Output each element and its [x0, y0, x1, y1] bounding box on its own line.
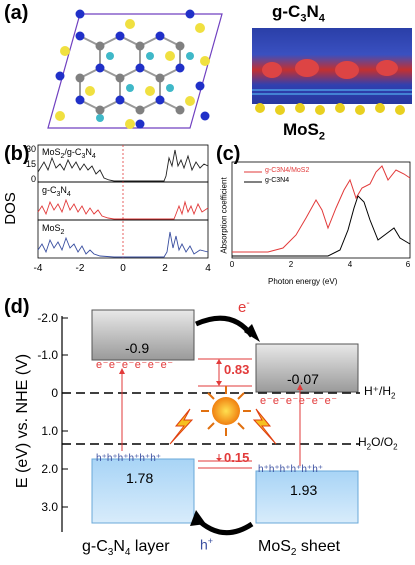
- dos-xtick: -4: [34, 263, 43, 274]
- absorption-curve-heterostructure: [232, 165, 411, 253]
- mos2-cb-value: -0.07: [287, 371, 319, 387]
- dos-xtick: 2: [162, 263, 168, 274]
- panel-b-label: (b): [4, 143, 30, 165]
- band-ytick: -2.0: [37, 311, 58, 325]
- band-alignment-diagram: -2.0 -1.0 0 1.0 2.0 3.0: [37, 309, 360, 536]
- mos2-vb-value: 1.93: [290, 482, 318, 498]
- absorption-legend-heterostructure: g-C3N4/MoS2: [265, 167, 310, 174]
- cb-offset-value: 0.83: [224, 362, 250, 377]
- dos-curve-heterostructure: [37, 149, 209, 182]
- electron-label: e-: [238, 298, 250, 316]
- gcn-valence-band: [91, 458, 195, 524]
- dos-curve-gcn: [37, 198, 209, 220]
- gcn-holes: h⁺h⁺h⁺h⁺h⁺h⁺: [96, 453, 162, 464]
- dos-ylabel: DOS: [1, 192, 19, 225]
- mos2-structure-title: MoS2: [283, 120, 326, 143]
- dos-ytick-15: 15: [26, 159, 36, 169]
- dos-subplot-label-heterostructure: MoS2/g-C3N4: [42, 147, 96, 160]
- absorption-xtick: 2: [289, 260, 294, 269]
- hole-transfer-arrow: [194, 516, 254, 536]
- dos-ytick-30: 30: [26, 144, 36, 154]
- dos-subplot-label-gcn: g-C3N4: [42, 185, 71, 198]
- gcn-cb-value: -0.9: [125, 340, 150, 356]
- mos2-sheet-label: MoS2 sheet: [258, 538, 341, 559]
- band-ytick: 0: [51, 386, 58, 400]
- dos-subplot-label-mos2: MoS2: [42, 223, 65, 236]
- absorption-xtick: 0: [230, 260, 235, 269]
- panel-a-label: (a): [4, 2, 29, 24]
- dos-xtick: 0: [120, 263, 126, 274]
- gcn-mos2-top-view-structure: [47, 9, 223, 129]
- absorption-chart: 0 2 4 6: [230, 161, 411, 269]
- panel-d-label: (d): [4, 296, 30, 318]
- gcn-structure-title: g-C3N4: [272, 2, 325, 25]
- band-ytick: 2.0: [41, 462, 58, 476]
- h2-redox-label: H⁺/H2: [364, 384, 396, 401]
- dos-ytick-0: 0: [31, 174, 36, 184]
- o2-redox-label: H2O/O2: [358, 435, 398, 452]
- sun-icon: [201, 386, 251, 436]
- dos-curve-mos2: [37, 231, 209, 258]
- gcn-conduction-band: [91, 309, 195, 361]
- charge-density-side-view: [252, 28, 412, 115]
- electron-transfer-arrow: [194, 315, 255, 338]
- mos2-holes: h⁺h⁺h⁺h⁺h⁺h⁺: [258, 464, 324, 475]
- dos-chart: 30 15 0 -4 -2 0 2 4: [26, 144, 211, 274]
- absorption-curve-gcn: [232, 195, 411, 257]
- band-ytick: 3.0: [41, 500, 58, 514]
- absorption-xlabel: Photon energy (eV): [268, 277, 338, 286]
- dos-xtick: 4: [205, 263, 211, 274]
- band-ytick: 1.0: [41, 424, 58, 438]
- mos2-conduction-band: [255, 343, 359, 393]
- hole-label: h+: [200, 536, 214, 553]
- panel-c-label: (c): [216, 143, 241, 165]
- gcn-electrons: e⁻e⁻e⁻e⁻e⁻e⁻: [96, 359, 174, 371]
- gcn-vb-value: 1.78: [126, 470, 154, 486]
- absorption-xtick: 6: [406, 260, 411, 269]
- mos2-electrons: e⁻e⁻e⁻e⁻e⁻e⁻: [260, 395, 338, 407]
- band-ytick: -1.0: [37, 348, 58, 362]
- gcn-layer-label: g-C3N4 layer: [82, 538, 170, 559]
- vb-offset-value: 0.15: [224, 450, 250, 465]
- mos2-valence-band: [255, 470, 359, 524]
- absorption-xtick: 4: [348, 260, 353, 269]
- lightning-left-icon: [169, 408, 194, 445]
- dos-xtick: -2: [76, 263, 85, 274]
- lightning-right-icon: [252, 408, 277, 445]
- absorption-legend-gcn: g-C3N4: [265, 177, 290, 184]
